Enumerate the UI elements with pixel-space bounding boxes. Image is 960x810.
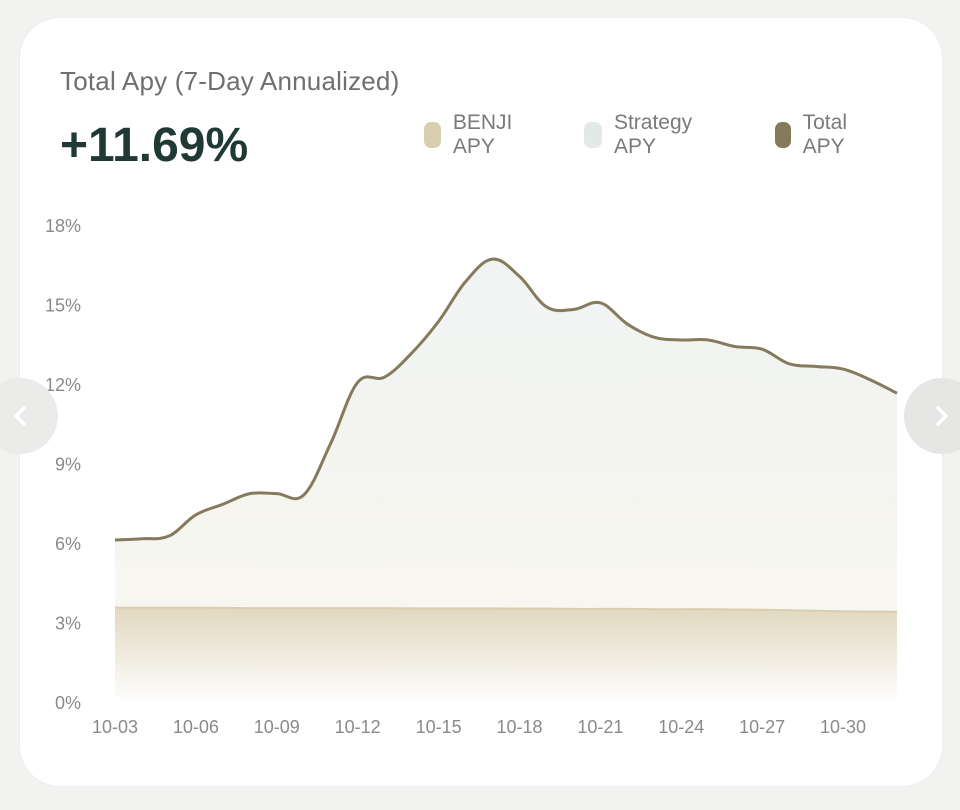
x-tick-label: 10-24 <box>658 717 704 737</box>
benji-apy-area <box>115 607 897 703</box>
y-tick-label: 15% <box>45 296 81 316</box>
benji-apy-line <box>115 606 898 613</box>
legend-label-benji: BENJI APY <box>452 111 513 158</box>
x-tick-label: 10-12 <box>335 717 381 737</box>
y-tick-label: 9% <box>55 455 81 475</box>
chart-title: Total Apy (7-Day Annualized) <box>60 66 400 96</box>
chevron-right-icon <box>936 406 948 426</box>
total-apy-line <box>114 257 898 542</box>
y-tick-label: 0% <box>55 693 81 713</box>
prev-button[interactable] <box>0 378 58 454</box>
x-tick-label: 10-06 <box>173 717 219 737</box>
x-tick-label: 10-03 <box>92 717 138 737</box>
x-tick-label: 10-15 <box>416 717 462 737</box>
x-tick-label: 10-27 <box>739 717 785 737</box>
plot-area <box>114 257 898 703</box>
total-apy-value: +11.69% <box>60 119 249 172</box>
x-tick-label: 10-21 <box>577 717 623 737</box>
y-tick-label: 6% <box>55 534 81 554</box>
legend-item-benji[interactable]: BENJI APY <box>424 111 522 159</box>
legend-swatch-total <box>775 122 791 148</box>
legend-label-strategy: Strategy APY <box>613 111 693 158</box>
x-tick-label: 10-18 <box>496 717 542 737</box>
x-tick-label: 10-30 <box>820 717 866 737</box>
y-tick-label: 18% <box>45 216 81 236</box>
legend-label-total: Total APY <box>802 111 847 158</box>
legend-swatch-strategy <box>584 122 602 148</box>
next-button[interactable] <box>904 378 960 454</box>
legend-swatch-benji <box>424 122 441 148</box>
y-tick-label: 3% <box>55 614 81 634</box>
legend-item-strategy[interactable]: Strategy APY <box>584 111 700 159</box>
x-axis: 10-03 10-06 10-09 10-12 10-15 10-18 10-21 10-24… <box>92 717 866 737</box>
x-tick-label: 10-09 <box>254 717 300 737</box>
chevron-left-icon <box>14 406 26 426</box>
legend-item-total[interactable]: Total APY <box>775 111 857 159</box>
strategy-apy-area <box>115 259 897 612</box>
y-axis: 0% 3% 6% 9% 12% 15% 18% <box>45 216 81 713</box>
y-tick-label: 12% <box>45 375 81 395</box>
